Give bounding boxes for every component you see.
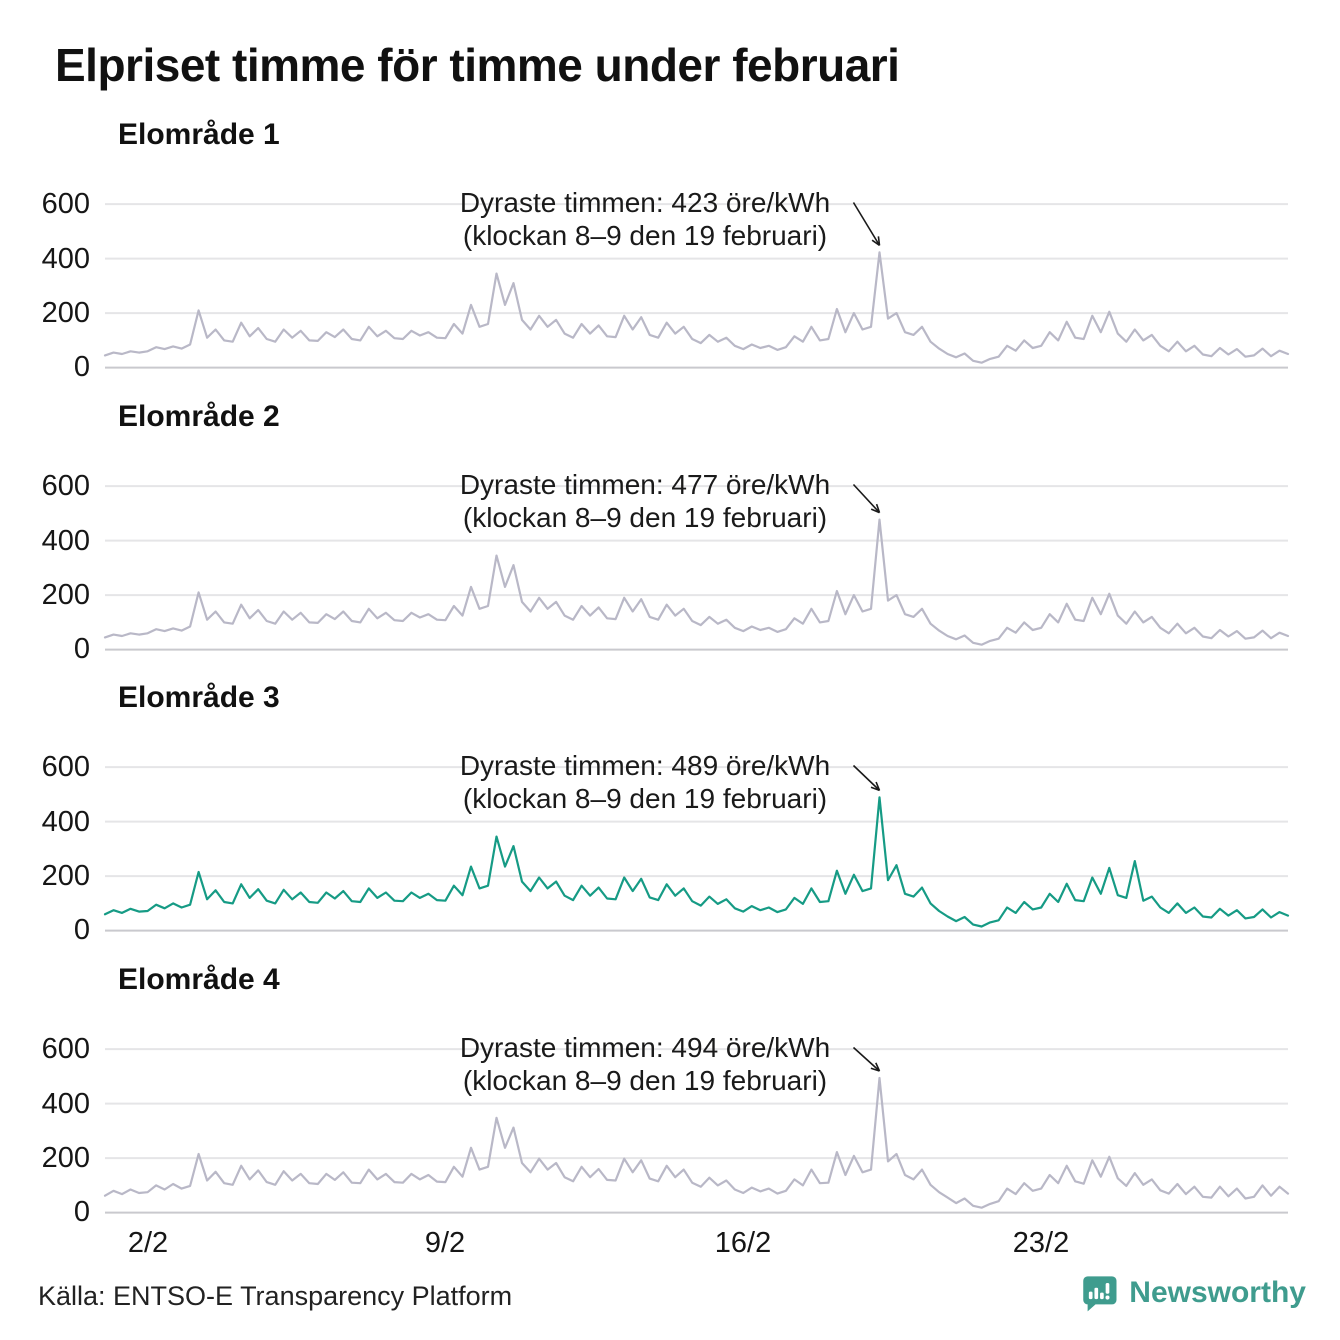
- peak-annotation-time: (klockan 8–9 den 19 februari): [462, 783, 828, 814]
- chart-elomrade-4: Elområde 4 600 400 200 0 Dyraste timmen:…: [0, 963, 1340, 1245]
- y-tick-label: 400: [41, 243, 90, 275]
- speech-bubble-bar-chart-icon: [1083, 1276, 1117, 1312]
- peak-annotation-value: Dyraste timmen: 423 öre/kWh: [459, 187, 831, 218]
- y-tick-label: 600: [41, 751, 90, 783]
- page-title: Elpriset timme för timme under februari: [55, 39, 900, 91]
- peak-annotation-time: (klockan 8–9 den 19 februari): [462, 1065, 828, 1096]
- x-tick-label: 16/2: [714, 1227, 772, 1259]
- peak-annotation-time: (klockan 8–9 den 19 februari): [462, 502, 828, 533]
- x-tick-label: 2/2: [127, 1227, 169, 1259]
- y-tick-label: 400: [41, 1088, 90, 1120]
- peak-annotation: Dyraste timmen: 477 öre/kWh (klockan 8–9…: [405, 468, 885, 534]
- peak-annotation-value: Dyraste timmen: 477 öre/kWh: [459, 469, 831, 500]
- peak-annotation-time: (klockan 8–9 den 19 februari): [462, 220, 828, 251]
- line-chart-svg: [103, 202, 1290, 369]
- y-tick-label: 0: [73, 351, 90, 383]
- line-chart-svg: [103, 764, 1290, 932]
- peak-annotation: Dyraste timmen: 489 öre/kWh (klockan 8–9…: [405, 749, 885, 815]
- peak-annotation-value: Dyraste timmen: 494 öre/kWh: [459, 1032, 831, 1063]
- y-tick-label: 400: [41, 806, 90, 838]
- plot-area: Dyraste timmen: 477 öre/kWh (klockan 8–9…: [103, 469, 1290, 651]
- source-credit: Källa: ENTSO-E Transparency Platform: [38, 1281, 513, 1311]
- line-chart-svg: [103, 483, 1290, 651]
- chart-title: Elområde 1: [118, 118, 280, 151]
- chart-elomrade-3: Elområde 3 600 400 200 0 Dyraste timmen:…: [0, 681, 1340, 963]
- plot-area: Dyraste timmen: 494 öre/kWh (klockan 8–9…: [103, 1032, 1290, 1214]
- chart-elomrade-2: Elområde 2 600 400 200 0 Dyraste timmen:…: [0, 400, 1340, 682]
- chart-title: Elområde 3: [118, 681, 280, 714]
- chart-title: Elområde 4: [118, 963, 280, 996]
- x-tick-label: 9/2: [424, 1227, 466, 1259]
- y-tick-label: 0: [73, 633, 90, 665]
- y-tick-label: 200: [41, 297, 90, 329]
- brand-name: Newsworthy: [1129, 1276, 1306, 1309]
- y-tick-label: 200: [41, 1142, 90, 1174]
- peak-annotation: Dyraste timmen: 494 öre/kWh (klockan 8–9…: [405, 1031, 885, 1097]
- peak-annotation: Dyraste timmen: 423 öre/kWh (klockan 8–9…: [405, 186, 885, 252]
- y-tick-label: 200: [41, 579, 90, 611]
- y-tick-label: 0: [73, 1196, 90, 1228]
- y-tick-label: 200: [41, 860, 90, 892]
- peak-annotation-value: Dyraste timmen: 489 öre/kWh: [459, 750, 831, 781]
- newsworthy-logo: Newsworthy: [1078, 1272, 1306, 1314]
- y-tick-label: 0: [73, 914, 90, 946]
- plot-area: Dyraste timmen: 423 öre/kWh (klockan 8–9…: [103, 187, 1290, 369]
- y-tick-label: 600: [41, 188, 90, 220]
- plot-area: Dyraste timmen: 489 öre/kWh (klockan 8–9…: [103, 750, 1290, 932]
- y-tick-label: 600: [41, 1033, 90, 1065]
- x-tick-label: 23/2: [1012, 1227, 1070, 1259]
- chart-title: Elområde 2: [118, 400, 280, 433]
- y-tick-label: 400: [41, 525, 90, 557]
- chart-elomrade-1: Elområde 1 600 400 200 0 Dyraste timmen:…: [0, 118, 1340, 400]
- line-chart-svg: [103, 1046, 1290, 1214]
- y-tick-label: 600: [41, 470, 90, 502]
